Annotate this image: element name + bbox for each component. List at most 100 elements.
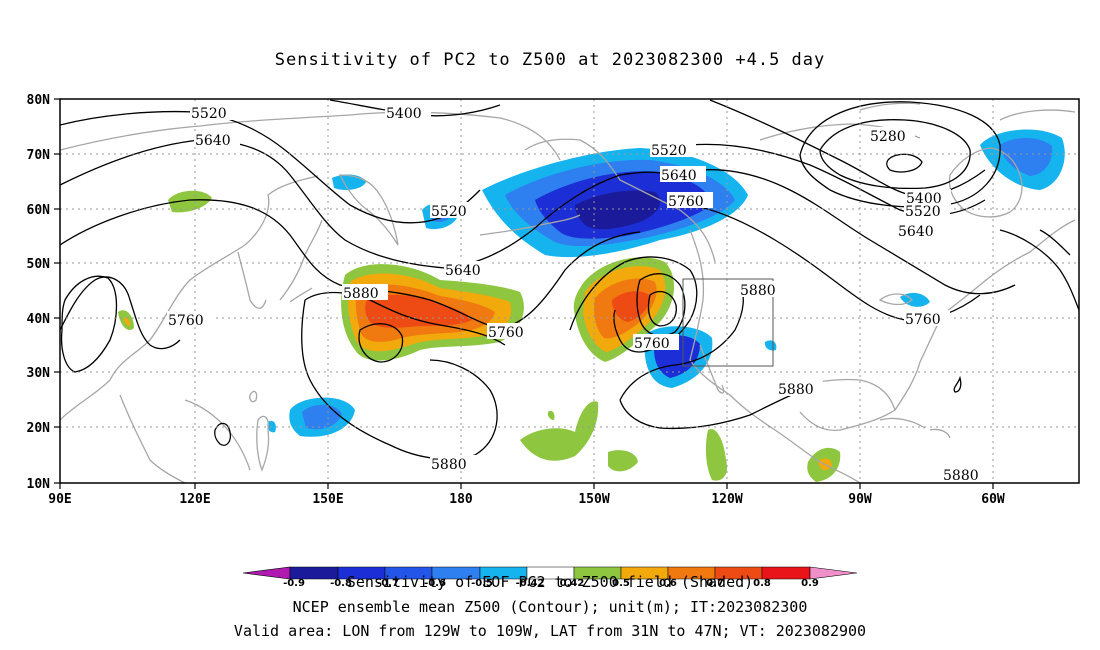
contour-5520-west — [60, 110, 481, 224]
z500-contours — [60, 99, 1079, 460]
pos-sensitivity-tropical-pacific-2 — [608, 450, 638, 472]
pos-sensitivity-micro — [547, 410, 555, 420]
contour-label: 5640 — [195, 133, 231, 149]
lat-label: 80N — [27, 93, 51, 108]
contour-label: 5760 — [905, 312, 941, 328]
contour-label: 5880 — [943, 468, 979, 484]
colorbar-tick: 0.9 — [801, 578, 819, 589]
lat-label: 70N — [27, 148, 51, 163]
contour-label: 5760 — [488, 325, 524, 341]
coast-canada-east — [979, 219, 1076, 286]
lon-label: 120E — [179, 492, 210, 507]
lat-label: 40N — [27, 312, 51, 327]
colorbar-tick: -0.9 — [283, 578, 305, 589]
colorbar-tick: -0.8 — [330, 578, 352, 589]
coast-siberia-north — [60, 111, 561, 161]
coast-hudson-bay — [948, 147, 1023, 218]
contour-label: 5520 — [651, 143, 687, 159]
footer-line-3: Valid area: LON from 129W to 109W, LAT f… — [233, 622, 867, 640]
contour-low-core — [886, 153, 923, 173]
lat-label: 30N — [27, 366, 51, 381]
coast-philippines — [256, 415, 270, 472]
neg-sensitivity-gulf — [764, 340, 777, 351]
shaded-sensitivity-layer — [118, 129, 1065, 482]
contour-5880-far-east — [1039, 229, 1071, 256]
lon-label: 90E — [48, 492, 71, 507]
colorbar-tick: -0.6 — [424, 578, 446, 589]
contour-label: 5400 — [386, 106, 422, 122]
lon-label: 120W — [711, 492, 742, 507]
coast-cuba — [879, 417, 926, 429]
contour-5760-ridge — [569, 256, 698, 353]
coast-baja — [699, 344, 725, 394]
coast-greenland — [999, 109, 1076, 121]
contour-label: 5760 — [168, 313, 204, 329]
contour-label: 5880 — [778, 382, 814, 398]
lat-label: 20N — [27, 421, 51, 436]
contour-label: 5880 — [343, 286, 379, 302]
contour-5880-ridge-inner — [636, 273, 686, 337]
contour-5880-atlantic — [953, 375, 962, 393]
coast-kamchatka — [338, 174, 399, 246]
coast-alaska — [524, 138, 716, 263]
colorbar-tick: 0.6 — [659, 578, 677, 589]
contour-5880-tropical — [214, 422, 232, 446]
coast-japan — [279, 219, 323, 303]
pos-sensitivity-siberia — [168, 190, 212, 213]
coast-china-south — [184, 399, 251, 471]
axis-ticks — [54, 98, 994, 489]
contour-5640-far-east — [999, 229, 1079, 311]
neg-sensitivity-kamchatka — [332, 174, 366, 190]
contour-label: 5640 — [898, 224, 934, 240]
contour-5640-east — [699, 169, 1016, 295]
pos-sensitivity-central-pacific-core — [365, 294, 472, 328]
neg-sensitivity-hudson-core — [1000, 137, 1053, 176]
contour-5880-subtropical-high — [358, 323, 404, 363]
map-frame — [59, 98, 1080, 484]
chart-title: Sensitivity of PC2 to Z500 at 2023082300… — [274, 50, 826, 70]
coast-na-west — [689, 229, 776, 431]
colorbar-tick: -0.42 — [516, 578, 545, 589]
neg-sensitivity-alaska-peak — [575, 190, 660, 230]
colorbar-tick: 0.42 — [560, 578, 585, 589]
pos-sensitivity-west-coast-peak — [612, 291, 650, 322]
coast-great-lakes — [878, 293, 913, 306]
coast-east-asia — [60, 175, 319, 421]
contour-label: 5760 — [668, 194, 704, 210]
pos-sensitivity-india-core — [124, 317, 131, 326]
longitude-labels: 90E 120E 150E 180 150W 120W 90W 60W — [48, 492, 1005, 507]
lat-label: 50N — [27, 257, 51, 272]
contour-5880-east — [619, 284, 821, 430]
contour-5880-pacific — [301, 291, 506, 460]
coast-central-america — [774, 429, 861, 483]
lat-label: 10N — [27, 477, 51, 492]
contour-label: 5760 — [634, 336, 670, 352]
contour-5760-india — [60, 276, 181, 350]
coast-hispaniola — [929, 428, 951, 439]
contour-label: 5880 — [431, 457, 467, 473]
gridlines — [60, 99, 1079, 483]
contour-label: 5520 — [905, 204, 941, 220]
contour-label: 5640 — [445, 263, 481, 279]
coast-us-east — [894, 284, 981, 411]
contour-label: 5520 — [191, 106, 227, 122]
pos-sensitivity-central-america — [705, 429, 728, 481]
coast-indochina — [119, 394, 186, 483]
contour-5760-ridge-inner — [647, 291, 677, 327]
lon-label: 150E — [312, 492, 343, 507]
coast-taiwan — [249, 390, 258, 403]
lat-label: 60N — [27, 203, 51, 218]
contour-labels: 5520 5400 5640 5280 5520 5640 5760 5400 … — [168, 106, 979, 484]
colorbar-tick: 0.7 — [706, 578, 724, 589]
contour-label-white-boxes — [167, 104, 988, 482]
coast-aleutians — [479, 214, 581, 236]
colorbar-tick: -0.5 — [471, 578, 493, 589]
contour-label: 5520 — [431, 204, 467, 220]
colorbar-high-triangle — [809, 566, 858, 580]
lon-label: 180 — [449, 492, 473, 507]
colorbar-tick-labels: -0.9 -0.8 -0.7 -0.6 -0.5 -0.42 0.42 0.5 … — [283, 578, 819, 589]
contour-label: 5280 — [870, 129, 906, 145]
lon-label: 60W — [981, 492, 1005, 507]
contour-5400-low — [799, 101, 1001, 208]
